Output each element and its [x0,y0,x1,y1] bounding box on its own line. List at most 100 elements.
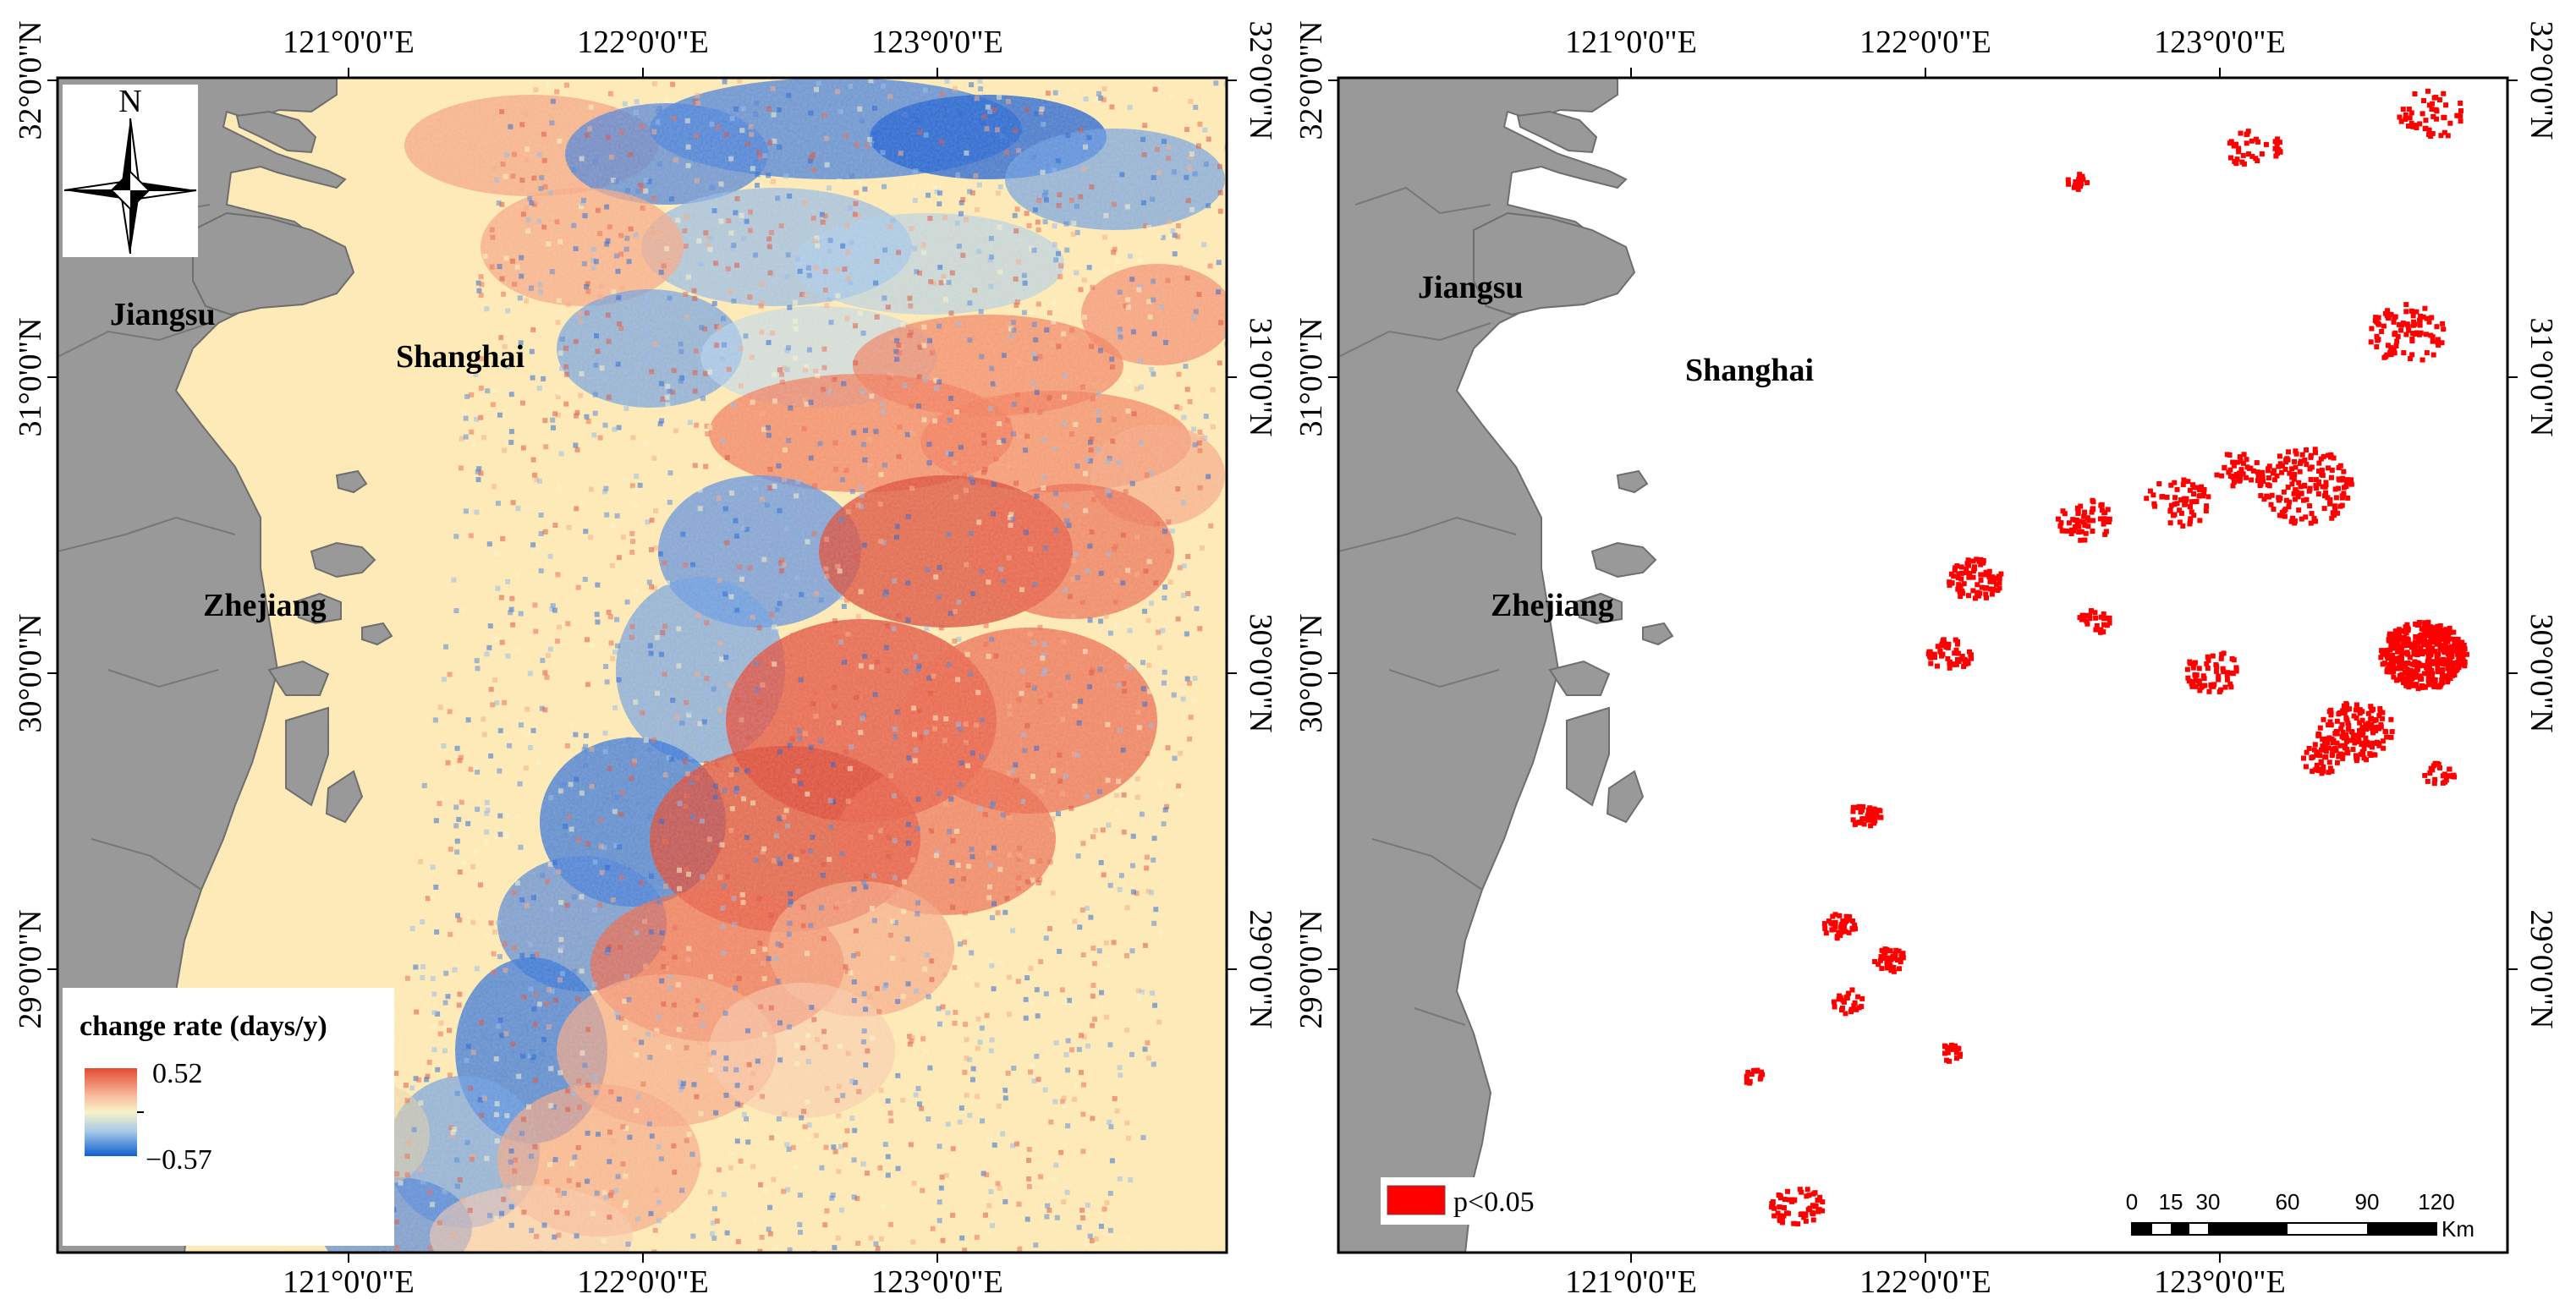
significant-pixel [2376,321,2381,327]
significant-pixel [2425,628,2431,633]
significant-pixel [2378,655,2384,661]
significant-pixel [2423,118,2429,123]
significant-pixel [2391,347,2397,353]
significant-pixel [1843,995,1849,1001]
significant-pixel [2214,472,2220,478]
significant-pixel [2230,483,2236,489]
right-left-tick-30: 30°0'0"N [1293,614,1329,733]
significant-pixel [2441,326,2447,332]
right-left-tick-29: 29°0'0"N [1293,910,1329,1029]
significant-pixel [2102,531,2108,537]
significant-pixel [2394,677,2400,683]
left-bottom-tick-122: 122°0'0"E [577,1264,709,1300]
significant-pixel [1979,584,1985,590]
significant-pixel [1964,566,1969,572]
significant-pixel [1952,568,1958,573]
significant-pixel [2238,474,2244,480]
significant-pixel [2345,477,2351,483]
significant-pixel [2443,673,2449,679]
significant-pixel [2061,528,2067,534]
significant-pixel [2200,673,2206,679]
significant-pixel [2076,177,2082,183]
significant-pixel [2434,683,2440,688]
significant-pixel [2186,678,2192,684]
significant-pixel [1945,1050,1951,1056]
significant-pixel [2178,510,2184,516]
significant-pixel [2343,738,2349,744]
significant-pixel [2184,666,2190,672]
significant-pixel [2376,743,2382,748]
significant-pixel [1782,1197,1788,1203]
significant-pixel [2391,674,2397,680]
significant-pixel [2263,141,2269,147]
significant-pixel [2382,728,2388,734]
significant-pixel [2084,179,2090,185]
significant-pixel [2098,614,2104,620]
significant-pixel [2344,747,2350,753]
significant-pixel [2188,518,2194,524]
right-right-tick-30: 30°0'0"N [2524,614,2559,733]
significant-pixel [2447,766,2452,772]
significant-pixel [2413,621,2419,627]
significant-pixel [2319,471,2325,477]
significant-pixel [2172,512,2178,518]
significant-pixel [2241,161,2247,167]
significant-pixel [2421,634,2427,640]
significant-pixel [2451,648,2457,654]
significant-pixel [2194,499,2200,505]
significant-pixel [2410,123,2416,129]
significant-pixel [2082,509,2088,515]
significant-pixel [1896,948,1902,954]
significant-pixel [2363,721,2369,727]
significant-pixel [1972,595,1978,601]
significant-pixel [2391,656,2397,662]
significant-pixel [2187,487,2193,493]
significant-pixel [2073,181,2079,187]
significant-pixel [2406,327,2412,333]
significant-pixel [2402,634,2408,640]
significant-pixel [2211,682,2217,688]
significant-pixel [2437,623,2443,629]
significant-pixel [2418,673,2424,679]
scale-tick-30: 30 [2196,1189,2221,1215]
significant-pixel [2221,669,2227,675]
significant-pixel [2434,108,2440,114]
significant-pixel [2187,521,2193,527]
significant-pixel [1958,570,1964,576]
significant-pixel [2458,108,2463,114]
significant-pixel [1771,1205,1777,1211]
significant-pixel [2437,765,2443,770]
significant-pixel [1822,925,1828,931]
significant-pixel [2218,687,2224,693]
significant-pixel [2406,123,2412,129]
significant-pixel [2338,726,2344,732]
scale-unit: Km [2441,1216,2474,1242]
scale-tick-90: 90 [2355,1189,2380,1215]
significant-pixel [2268,502,2274,507]
significant-pixel [1859,1004,1865,1010]
significant-pixel [2445,773,2451,779]
significant-pixel [2314,485,2320,491]
significant-pixel [1997,579,2002,585]
significant-pixel [2420,627,2426,633]
significant-pixel [2359,727,2365,732]
significant-pixel [2312,447,2318,452]
significant-pixel [2417,121,2423,127]
province-border [1338,516,1517,552]
significant-pixel [2105,507,2111,513]
significant-pixel [2260,479,2266,485]
significant-pixel [2082,523,2088,529]
significant-pixel [1832,920,1837,926]
significant-pixel [2250,468,2256,474]
significant-pixel [2426,670,2432,676]
significant-pixel [1966,570,1972,576]
significant-pixel [2387,669,2392,675]
significant-pixel [2058,520,2064,526]
significant-pixel [2249,153,2255,159]
significant-pixel [1966,574,1972,580]
significant-pixel [2429,639,2435,645]
significant-pixel [2237,454,2243,460]
significant-pixel [1948,580,1954,586]
significant-pixel [2353,707,2359,713]
significant-pixel [1971,564,1977,570]
